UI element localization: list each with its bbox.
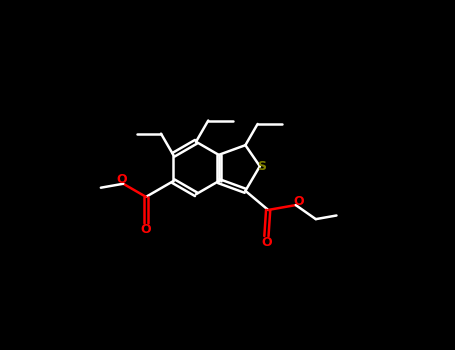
Text: O: O bbox=[141, 223, 152, 236]
Text: O: O bbox=[293, 195, 304, 208]
Text: O: O bbox=[261, 236, 272, 249]
Text: S: S bbox=[257, 160, 266, 173]
Text: O: O bbox=[116, 173, 127, 186]
